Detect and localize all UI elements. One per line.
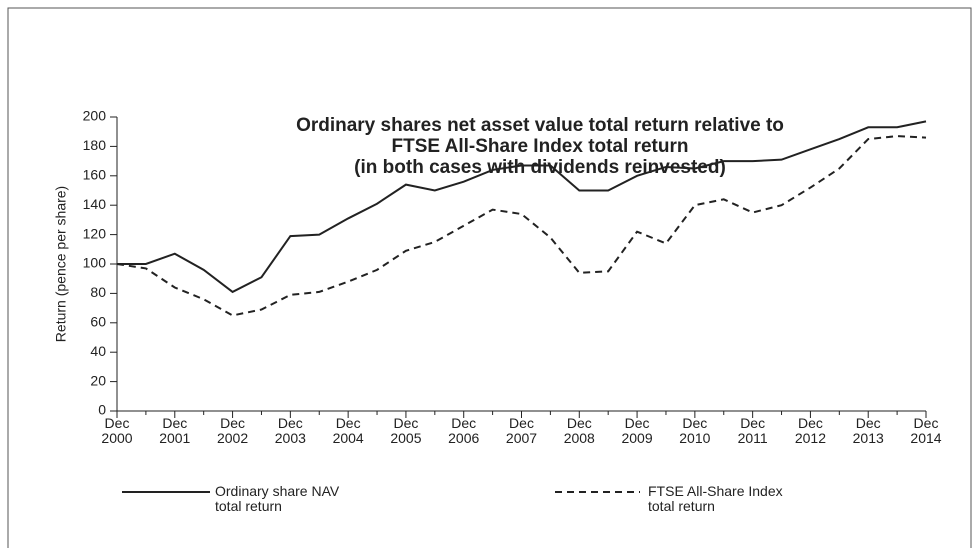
y-tick-label: 20: [90, 372, 106, 388]
y-tick-label: 80: [90, 284, 106, 300]
y-tick-label: 60: [90, 314, 106, 330]
x-tick-label: Dec 2005: [390, 415, 422, 446]
line-series: [116, 135, 927, 317]
frame: [7, 7, 972, 548]
legend-label: Ordinary share NAV total return: [215, 483, 340, 514]
x-tick-label: Dec 2011: [737, 415, 768, 446]
chart-title: Ordinary shares net asset value total re…: [296, 115, 784, 178]
y-tick-label: 180: [83, 137, 107, 153]
x-tick-label: Dec 2009: [621, 415, 653, 446]
y-tick-label: 140: [83, 196, 107, 212]
y-tick-label: 200: [83, 108, 107, 124]
x-tick-label: Dec 2000: [101, 415, 133, 446]
legend-label: FTSE All-Share Index total return: [648, 483, 783, 514]
x-tick-label: Dec 2002: [216, 415, 249, 446]
x-tick-label: Dec 2001: [159, 415, 191, 446]
y-tick-label: 0: [98, 402, 106, 418]
y-tick-label: 160: [83, 167, 107, 183]
line-series: [117, 120, 927, 294]
x-tick-label: Dec 2013: [852, 415, 884, 446]
x-tick-label: Dec 2014: [910, 415, 942, 446]
y-tick-label: 120: [83, 225, 107, 241]
x-tick-label: Dec 2007: [505, 415, 538, 446]
y-tick-label: 100: [83, 255, 107, 271]
y-axis-label: Return (pence per share): [53, 186, 69, 342]
x-tick-label: Dec 2010: [679, 415, 711, 446]
x-tick-label: Dec 2012: [794, 415, 826, 446]
x-tick-label: Dec 2004: [332, 415, 364, 446]
x-tick-label: Dec 2008: [563, 415, 595, 446]
x-tick-label: Dec 2003: [274, 415, 306, 446]
y-tick-label: 40: [90, 343, 106, 359]
x-tick-label: Dec 2006: [448, 415, 480, 446]
